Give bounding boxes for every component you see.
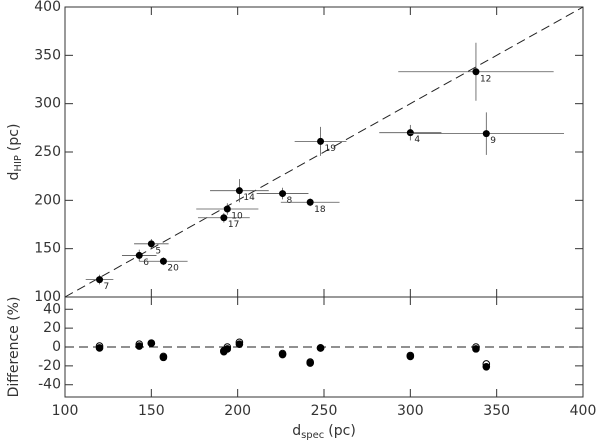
x-tick-label: 400 [570, 403, 597, 419]
point [482, 130, 490, 138]
point [235, 187, 243, 195]
point [278, 350, 287, 359]
label-main: d [292, 423, 301, 439]
point [472, 68, 480, 76]
x-axis-label: dspec (pc) [292, 423, 356, 441]
point-label: 17 [228, 220, 239, 230]
y-tick-label: 20 [43, 320, 61, 336]
label-sub: spec [301, 430, 324, 441]
point-label: 14 [243, 193, 255, 203]
point-label: 8 [287, 196, 293, 206]
point [135, 342, 144, 350]
point [159, 353, 168, 362]
point [406, 352, 415, 361]
label-unit: (pc) [328, 423, 356, 439]
point [159, 257, 167, 265]
point-label: 18 [314, 205, 326, 215]
point [306, 359, 314, 367]
y-tick-label: 100 [34, 289, 61, 305]
point-label: 7 [104, 282, 110, 292]
y-tick-label: 200 [34, 192, 61, 208]
point [147, 240, 155, 248]
point-label: 4 [414, 135, 420, 145]
x-tick-label: 100 [52, 403, 79, 419]
y-tick-label: -20 [38, 358, 61, 374]
point [220, 214, 228, 222]
point [223, 205, 231, 213]
y-tick-label: 350 [34, 47, 61, 63]
y-tick-label: 300 [34, 96, 61, 112]
point-label: 6 [143, 258, 149, 268]
y-axis-label: Difference (%) [6, 297, 22, 398]
y-tick-label: 250 [34, 144, 61, 160]
y-tick-label: 400 [34, 0, 61, 15]
point [316, 344, 325, 352]
point [279, 190, 287, 198]
x-tick-label: 200 [224, 403, 251, 419]
point [482, 363, 491, 371]
point-label: 12 [480, 74, 491, 84]
label-sub: HIP [13, 155, 24, 172]
point [223, 345, 232, 353]
x-tick-label: 350 [483, 403, 510, 419]
label-unit: (pc) [6, 124, 22, 152]
point [472, 345, 480, 353]
y-tick-label: 0 [52, 339, 61, 355]
x-tick-label: 300 [397, 403, 424, 419]
point [135, 251, 143, 259]
y-axis-label: dHIP (pc) [6, 124, 24, 181]
point-label: 9 [490, 136, 496, 146]
point [317, 137, 325, 145]
point [96, 276, 104, 284]
point [406, 129, 414, 137]
point-label: 5 [155, 246, 161, 256]
x-tick-label: 250 [311, 403, 338, 419]
y-tick-label: 150 [34, 241, 61, 257]
point [147, 339, 156, 348]
y-tick-label: 40 [43, 301, 61, 317]
label-main: d [6, 172, 22, 181]
point-label: 20 [167, 264, 179, 274]
y-tick-label: -40 [38, 377, 61, 393]
x-tick-label: 150 [138, 403, 165, 419]
point-label: 19 [325, 144, 337, 154]
point [235, 340, 244, 348]
point-label: 10 [231, 212, 243, 222]
point [306, 198, 314, 206]
point [95, 344, 104, 352]
